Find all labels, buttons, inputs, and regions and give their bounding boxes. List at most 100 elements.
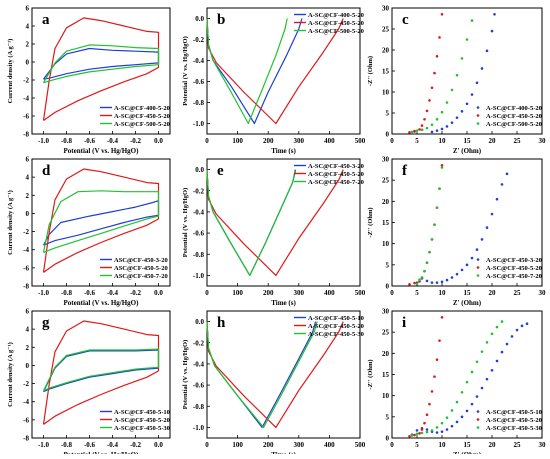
data-point xyxy=(450,424,454,428)
legend-label: A-SC@CF-400-5-20 xyxy=(308,12,364,19)
data-point xyxy=(440,166,444,169)
y-tick-label: 6 xyxy=(26,308,30,316)
data-point xyxy=(460,390,464,394)
panel-letter: e xyxy=(217,163,224,179)
x-tick-label: 0.0 xyxy=(154,137,163,145)
x-tick-label: -0.4 xyxy=(107,137,119,145)
x-tick-label: -0.4 xyxy=(107,289,119,297)
y-axis-label: Current density (A g⁻¹) xyxy=(7,190,14,255)
panel-letter: d xyxy=(42,163,51,179)
x-tick-label: -0.8 xyxy=(61,289,73,297)
y-tick-label: 0.0 xyxy=(195,318,204,326)
x-tick-label: 400 xyxy=(324,441,335,449)
x-tick-label: 10 xyxy=(439,289,447,297)
data-point xyxy=(450,276,454,279)
data-point xyxy=(438,187,441,190)
x-tick-label: 15 xyxy=(464,289,472,297)
data-point xyxy=(525,322,529,326)
data-point xyxy=(475,395,479,398)
data-point xyxy=(493,13,496,16)
x-tick-label: 0 xyxy=(205,289,209,297)
x-tick-label: 400 xyxy=(324,289,335,297)
x-tick-label: 20 xyxy=(489,441,497,449)
panel-letter: a xyxy=(42,12,50,28)
y-tick-label: 0 xyxy=(386,131,390,139)
y-tick-label: -8 xyxy=(23,283,29,291)
y-tick-label: 20 xyxy=(382,350,390,358)
legend-marker xyxy=(476,106,480,109)
data-point xyxy=(440,110,444,114)
data-point xyxy=(435,206,439,209)
data-point xyxy=(425,428,429,431)
data-point xyxy=(425,126,429,130)
x-tick-label: 100 xyxy=(232,137,243,145)
data-point xyxy=(465,263,469,267)
legend-label: A-SC@CF-450-5-20 xyxy=(308,20,364,27)
data-point xyxy=(413,281,416,285)
data-point xyxy=(430,86,434,90)
data-point xyxy=(430,238,434,241)
y-tick-label: 25 xyxy=(382,177,390,185)
data-point xyxy=(445,416,449,419)
legend-label: A-SC@CF-450-7-20 xyxy=(486,273,542,280)
data-point xyxy=(460,110,464,113)
x-tick-label: 0.0 xyxy=(154,441,163,449)
data-point xyxy=(418,128,421,131)
data-point xyxy=(415,432,419,436)
legend: ASC@CF-450-3-20ASC@CF-450-5-20ASC@CF-450… xyxy=(100,257,168,280)
data-point xyxy=(435,431,439,434)
legend-label: A-SC@CF-500-5-20 xyxy=(114,121,170,128)
y-tick-label: 10 xyxy=(382,240,390,248)
series-line-1 xyxy=(42,349,160,393)
series-line-2 xyxy=(42,168,160,273)
y-tick-label: 25 xyxy=(382,26,390,34)
data-point xyxy=(415,129,419,132)
legend-label: A-SC@CF-500-5-20 xyxy=(486,121,542,128)
y-tick-label: 0.0 xyxy=(195,166,204,174)
data-point xyxy=(440,164,444,167)
x-axis-label: Time (s) xyxy=(271,147,296,155)
data-point xyxy=(460,268,464,272)
data-point xyxy=(438,339,441,342)
x-tick-label: 10 xyxy=(439,137,447,145)
legend-label: A-SC@CF-450-5-20 xyxy=(308,171,364,178)
y-tick-label: 2 xyxy=(26,41,30,49)
y-tick-label: 0 xyxy=(386,283,390,291)
legend-marker xyxy=(476,258,480,261)
data-point xyxy=(435,281,439,284)
data-point xyxy=(433,71,436,75)
y-tick-label: 25 xyxy=(382,329,390,337)
plot-frame xyxy=(206,7,361,135)
legend: A-SC@CF-450-5-10A-SC@CF-450-5-20A-SC@CF-… xyxy=(294,315,364,338)
data-point xyxy=(490,332,494,336)
x-tick-label: -0.8 xyxy=(61,137,73,145)
data-point xyxy=(418,432,421,435)
data-point xyxy=(490,29,494,33)
x-tick-label: 20 xyxy=(489,137,497,145)
x-tick-label: -1.0 xyxy=(38,441,50,449)
y-tick-label: -0.8 xyxy=(193,251,205,259)
legend-label: A-SC@CF-450-5-10 xyxy=(114,409,170,416)
data-point xyxy=(445,125,449,128)
legend-label: ASC@CF-450-5-20 xyxy=(114,265,168,272)
data-point xyxy=(408,131,411,134)
y-axis-label: -Z'' (Ohm) xyxy=(367,56,374,86)
series-line-3 xyxy=(42,190,160,253)
data-point xyxy=(415,429,419,432)
series-3-points xyxy=(410,19,474,134)
panel-g: -1.0-0.8-0.6-0.4-0.20.0-8-6-4-20246Poten… xyxy=(7,308,171,459)
x-tick-label: 25 xyxy=(514,441,522,449)
y-tick-label: -0.8 xyxy=(193,403,205,411)
data-point xyxy=(470,256,474,260)
x-tick-label: 25 xyxy=(514,137,522,145)
data-point xyxy=(430,123,434,127)
x-tick-label: 5 xyxy=(415,441,419,449)
data-point xyxy=(455,420,459,424)
data-point xyxy=(465,38,469,41)
data-point xyxy=(425,261,429,265)
data-point xyxy=(420,276,424,279)
data-point xyxy=(485,341,489,344)
data-point xyxy=(445,101,449,104)
series-line-1 xyxy=(42,200,160,246)
